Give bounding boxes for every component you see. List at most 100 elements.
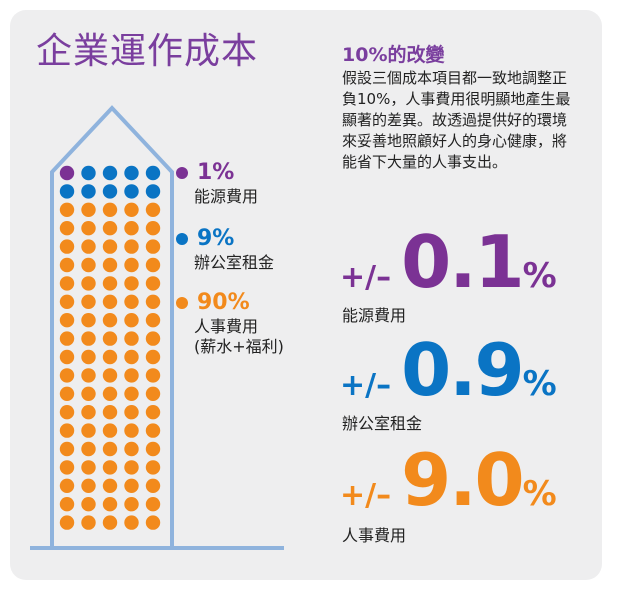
legend-rent-pct: 9% [197, 226, 235, 251]
waffle-dot-series-2 [102, 221, 118, 236]
waffle-dot-series-2 [145, 441, 161, 457]
waffle-dot-series-2 [102, 478, 118, 493]
waffle-dot-series-2 [145, 331, 161, 346]
waffle-dot-series-2 [59, 423, 75, 438]
waffle-dot-series-2 [145, 257, 161, 273]
waffle-dot-series-2 [102, 368, 118, 383]
waffle-dot-series-2 [145, 478, 161, 493]
waffle-dot-series-2 [59, 368, 75, 383]
waffle-dot-series-2 [81, 257, 96, 273]
waffle-dot-series-2 [59, 313, 75, 328]
waffle-dot-series-2 [59, 331, 75, 346]
legend-item-rent: 9% 辦公室租金 [176, 226, 274, 273]
waffle-dot-series-2 [81, 405, 96, 420]
change-headline: 10%的改變 [342, 44, 445, 66]
waffle-dot-series-2 [59, 405, 75, 420]
waffle-dot-series-2 [145, 239, 161, 254]
waffle-dot-series-2 [145, 294, 161, 309]
waffle-dot-series-2 [81, 294, 96, 309]
waffle-dot-series-1 [102, 165, 118, 181]
waffle-dot-series-2 [81, 386, 96, 401]
waffle-dot-series-2 [124, 349, 139, 365]
waffle-dot-series-2 [81, 313, 96, 328]
waffle-dot-series-2 [59, 460, 75, 475]
waffle-dot-series-2 [59, 515, 75, 530]
waffle-dot-series-2 [102, 294, 118, 309]
legend-personnel-pct-row: 90% [176, 290, 284, 315]
legend-personnel-dot [176, 296, 188, 309]
waffle-dot-series-2 [145, 423, 161, 438]
waffle-dot-series-2 [102, 239, 118, 254]
waffle-dot-series-2 [145, 386, 161, 401]
waffle-dot-series-2 [81, 423, 96, 438]
legend-item-personnel: 90% 人事費用 (薪水+福利) [176, 290, 284, 357]
waffle-dot-series-2 [145, 276, 161, 291]
waffle-dot-series-2 [124, 313, 139, 328]
stat-energy-label: 能源費用 [342, 306, 407, 325]
waffle-dot-series-2 [102, 331, 118, 346]
waffle-dot-series-2 [59, 294, 75, 309]
waffle-dot-series-2 [124, 331, 139, 346]
waffle-dot-series-2 [59, 257, 75, 273]
page-title: 企業運作成本 [36, 31, 259, 72]
waffle-dot-series-2 [81, 331, 96, 346]
legend-energy-label: 能源費用 [194, 187, 259, 206]
waffle-dot-series-2 [102, 276, 118, 291]
waffle-dot-series-2 [102, 386, 118, 401]
waffle-dot-series-2 [81, 441, 96, 457]
stat-rent-unit: % [522, 364, 557, 404]
waffle-dot-series-2 [102, 349, 118, 365]
waffle-dot-series-2 [124, 478, 139, 493]
waffle-dot-series-2 [102, 460, 118, 475]
waffle-dot-series-2 [124, 423, 139, 438]
waffle-dot-series-2 [124, 405, 139, 420]
waffle-dot-series-2 [81, 349, 96, 365]
waffle-dot-series-2 [59, 441, 75, 457]
waffle-dot-series-2 [124, 386, 139, 401]
waffle-dot-series-2 [145, 515, 161, 530]
waffle-dot-series-1 [81, 165, 96, 181]
waffle-dot-series-2 [102, 202, 118, 217]
waffle-dot-series-2 [59, 276, 75, 291]
waffle-dot-series-1 [124, 165, 139, 181]
waffle-dot-series-2 [124, 221, 139, 236]
waffle-dot-series-2 [102, 423, 118, 438]
waffle-dot-series-2 [124, 239, 139, 254]
waffle-dot-series-2 [124, 460, 139, 475]
waffle-dot-series-2 [102, 441, 118, 457]
waffle-dot-series-2 [59, 239, 75, 254]
waffle-dot-series-2 [124, 368, 139, 383]
waffle-dot-series-2 [59, 202, 75, 217]
stat-energy-value: 0.1 [401, 220, 525, 304]
waffle-dot-series-2 [59, 349, 75, 365]
waffle-dot-series-2 [124, 497, 139, 512]
waffle-dot-series-2 [145, 202, 161, 217]
waffle-dot-series-2 [81, 515, 96, 530]
waffle-dot-series-2 [81, 221, 96, 236]
waffle-dot-series-2 [81, 460, 96, 475]
legend-personnel-label-2: (薪水+福利) [194, 337, 284, 356]
waffle-dot-series-2 [59, 386, 75, 401]
waffle-dot-series-2 [124, 441, 139, 457]
waffle-dot-series-2 [81, 368, 96, 383]
legend-personnel-label: 人事費用 [194, 317, 259, 336]
stat-energy-unit: % [522, 256, 557, 296]
waffle-dot-series-1 [124, 184, 139, 199]
waffle-dot-series-1 [145, 184, 161, 199]
waffle-dot-series-2 [145, 313, 161, 328]
waffle-dot-series-2 [145, 497, 161, 512]
waffle-dot-series-2 [124, 294, 139, 309]
building-outline [50, 105, 174, 548]
waffle-dot-series-2 [59, 221, 75, 236]
waffle-dot-series-2 [102, 497, 118, 512]
stat-rent: +/– 0.9 % [340, 334, 557, 406]
stat-personnel-unit: % [522, 474, 557, 514]
waffle-dot-series-2 [145, 460, 161, 475]
waffle-dot-series-2 [145, 368, 161, 383]
waffle-dot-series-1 [81, 184, 96, 199]
waffle-dot-series-2 [145, 221, 161, 236]
legend-energy-pct: 1% [197, 160, 235, 185]
stat-personnel-plusminus: +/– [340, 478, 392, 513]
waffle-dot-series-2 [81, 497, 96, 512]
